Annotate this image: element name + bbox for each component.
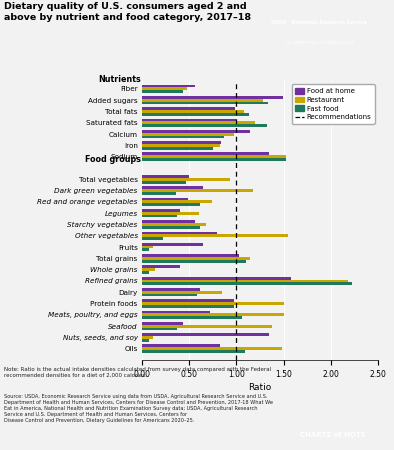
- Text: Nutrients: Nutrients: [98, 75, 141, 84]
- Bar: [142, 313, 284, 316]
- Text: Dietary quality of U.S. consumers aged 2 and
above by nutrient and food category: Dietary quality of U.S. consumers aged 2…: [4, 2, 251, 23]
- Bar: [142, 231, 217, 234]
- Bar: [142, 209, 180, 212]
- Bar: [142, 192, 176, 195]
- Bar: [142, 215, 177, 217]
- Bar: [142, 181, 186, 184]
- Bar: [142, 268, 155, 271]
- Bar: [142, 118, 236, 122]
- Bar: [142, 90, 184, 93]
- Bar: [142, 107, 236, 110]
- Text: CHARTS of NOTE: CHARTS of NOTE: [300, 432, 366, 438]
- X-axis label: Ratio: Ratio: [248, 383, 272, 392]
- Bar: [142, 133, 234, 135]
- Bar: [142, 305, 234, 308]
- Bar: [142, 110, 244, 113]
- Bar: [142, 254, 239, 257]
- Bar: [142, 220, 195, 223]
- Bar: [142, 277, 291, 279]
- Bar: [142, 141, 221, 144]
- Bar: [142, 186, 203, 189]
- Bar: [142, 234, 288, 237]
- Text: U.S. DEPARTMENT OF AGRICULTURE: U.S. DEPARTMENT OF AGRICULTURE: [284, 41, 354, 45]
- Bar: [142, 279, 348, 282]
- Bar: [142, 223, 206, 226]
- Bar: [142, 246, 153, 248]
- Bar: [142, 299, 234, 302]
- Text: Note: Ratio is the actual intake densities calculated from survey data compared : Note: Ratio is the actual intake densiti…: [4, 367, 271, 378]
- Bar: [142, 291, 222, 294]
- Bar: [142, 237, 163, 240]
- Bar: [142, 135, 224, 138]
- Bar: [142, 175, 189, 178]
- Bar: [142, 333, 269, 336]
- Bar: [142, 153, 269, 155]
- Bar: [142, 198, 188, 200]
- Bar: [142, 328, 177, 330]
- Bar: [142, 144, 220, 147]
- Legend: Food at home, Restaurant, Fast food, Recommendations: Food at home, Restaurant, Fast food, Rec…: [292, 85, 375, 124]
- Text: Food groups: Food groups: [85, 155, 141, 164]
- Bar: [142, 271, 149, 274]
- Bar: [142, 316, 242, 319]
- Text: Source: USDA, Economic Research Service using data from USDA, Agricultural Resea: Source: USDA, Economic Research Service …: [4, 394, 273, 423]
- Bar: [142, 189, 253, 192]
- Bar: [142, 85, 195, 87]
- Bar: [142, 336, 153, 339]
- Bar: [142, 339, 149, 342]
- Text: USDA   Economic Research Service: USDA Economic Research Service: [271, 20, 367, 25]
- Bar: [142, 200, 212, 203]
- Bar: [142, 158, 286, 161]
- Bar: [142, 99, 263, 102]
- Bar: [142, 102, 268, 104]
- Bar: [142, 243, 203, 246]
- Bar: [142, 226, 201, 229]
- Bar: [142, 124, 267, 127]
- Bar: [142, 282, 352, 285]
- Bar: [142, 344, 220, 347]
- Bar: [142, 96, 283, 99]
- Bar: [142, 113, 249, 116]
- Bar: [142, 350, 245, 353]
- Bar: [142, 130, 250, 133]
- Bar: [142, 122, 255, 124]
- Bar: [142, 325, 272, 328]
- Bar: [142, 257, 250, 260]
- Bar: [142, 155, 286, 158]
- Bar: [142, 322, 182, 325]
- Bar: [142, 87, 187, 90]
- Bar: [142, 347, 282, 350]
- Bar: [142, 248, 149, 251]
- Bar: [142, 288, 201, 291]
- Bar: [142, 260, 246, 263]
- Bar: [142, 147, 213, 149]
- Bar: [142, 302, 284, 305]
- Bar: [142, 266, 180, 268]
- Bar: [142, 310, 210, 313]
- Bar: [142, 294, 197, 297]
- Bar: [142, 212, 199, 215]
- Bar: [142, 178, 230, 181]
- Bar: [142, 203, 199, 206]
